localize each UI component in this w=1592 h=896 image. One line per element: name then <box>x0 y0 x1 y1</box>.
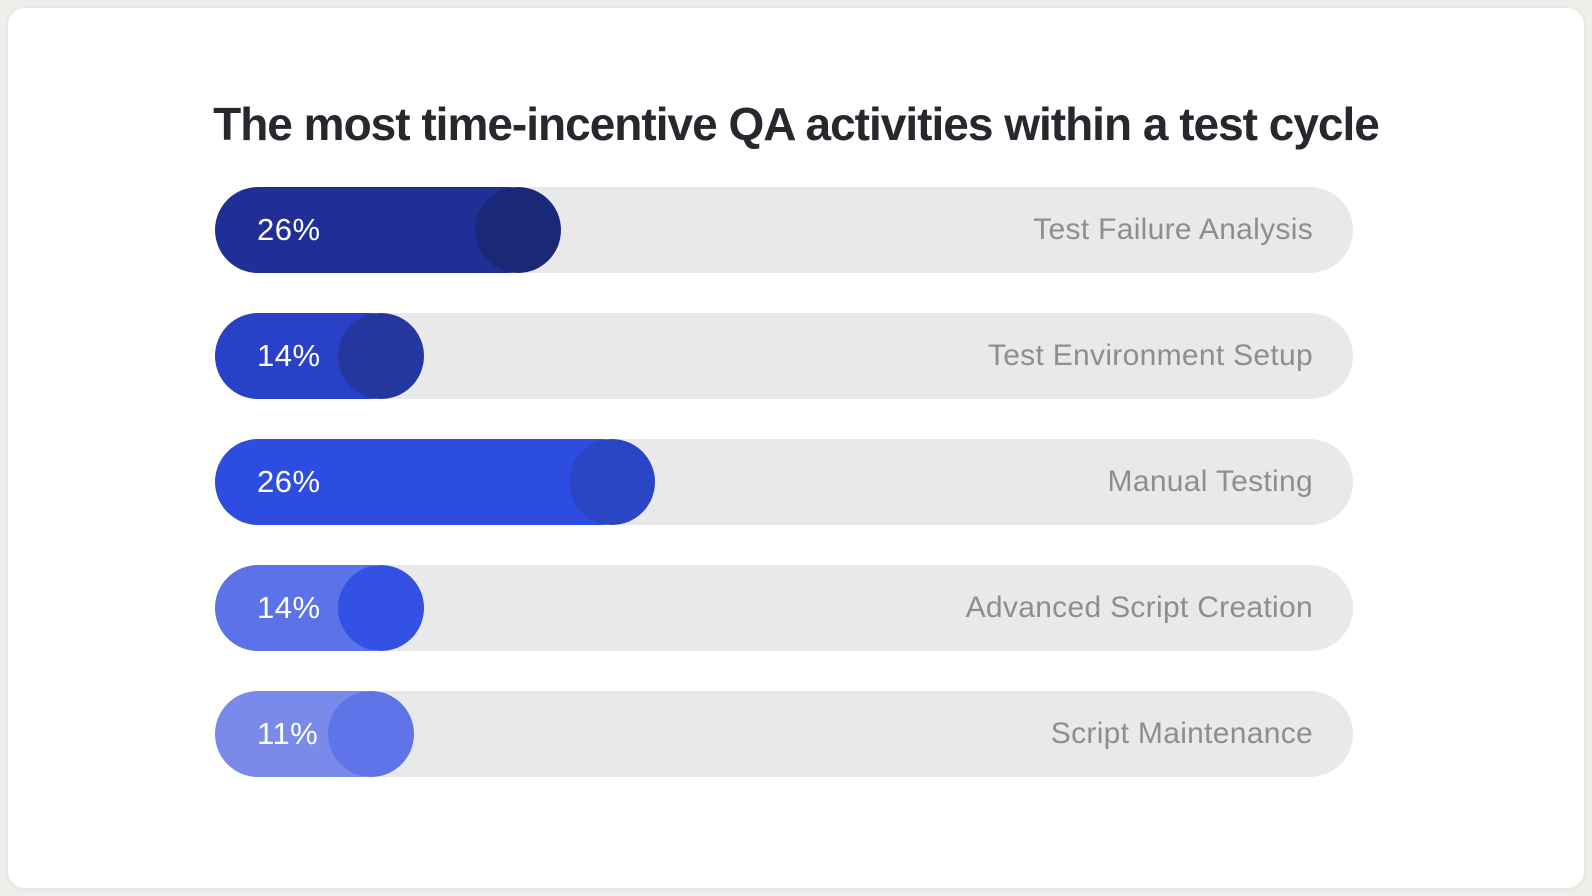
bar-row-manual-testing: 26% Manual Testing <box>215 439 1353 525</box>
bar-value-label: 14% <box>257 590 321 625</box>
bar-knob <box>338 313 425 399</box>
bar-row-advanced-script-creation: 14% Advanced Script Creation <box>215 565 1353 651</box>
bar-row-test-failure-analysis: 26% Test Failure Analysis <box>215 187 1353 273</box>
bar-fill: 14% <box>215 565 425 651</box>
bar-fill: 14% <box>215 313 425 399</box>
bar-knob <box>338 565 425 651</box>
bar-value-label: 14% <box>257 338 321 373</box>
bar-fill: 26% <box>215 439 656 525</box>
bar-category-label: Test Environment Setup <box>987 339 1313 372</box>
bar-category-label: Advanced Script Creation <box>965 591 1313 624</box>
bar-fill: 11% <box>215 691 414 777</box>
bar-value-label: 11% <box>257 716 319 751</box>
bar-value-label: 26% <box>257 464 321 499</box>
bar-knob <box>474 187 561 273</box>
bar-value-label: 26% <box>257 212 321 247</box>
chart-card: The most time-incentive QA activities wi… <box>7 7 1585 889</box>
bar-row-script-maintenance: 11% Script Maintenance <box>215 691 1353 777</box>
bar-fill: 26% <box>215 187 561 273</box>
bar-knob <box>569 439 656 525</box>
bar-category-label: Script Maintenance <box>1050 717 1313 750</box>
bar-knob <box>327 691 414 777</box>
bar-category-label: Manual Testing <box>1107 465 1313 498</box>
bar-row-test-environment-setup: 14% Test Environment Setup <box>215 313 1353 399</box>
chart-title: The most time-incentive QA activities wi… <box>213 97 1380 150</box>
bar-chart: 26% Test Failure Analysis 14% Test Envir… <box>215 187 1353 817</box>
bar-category-label: Test Failure Analysis <box>1033 213 1313 246</box>
